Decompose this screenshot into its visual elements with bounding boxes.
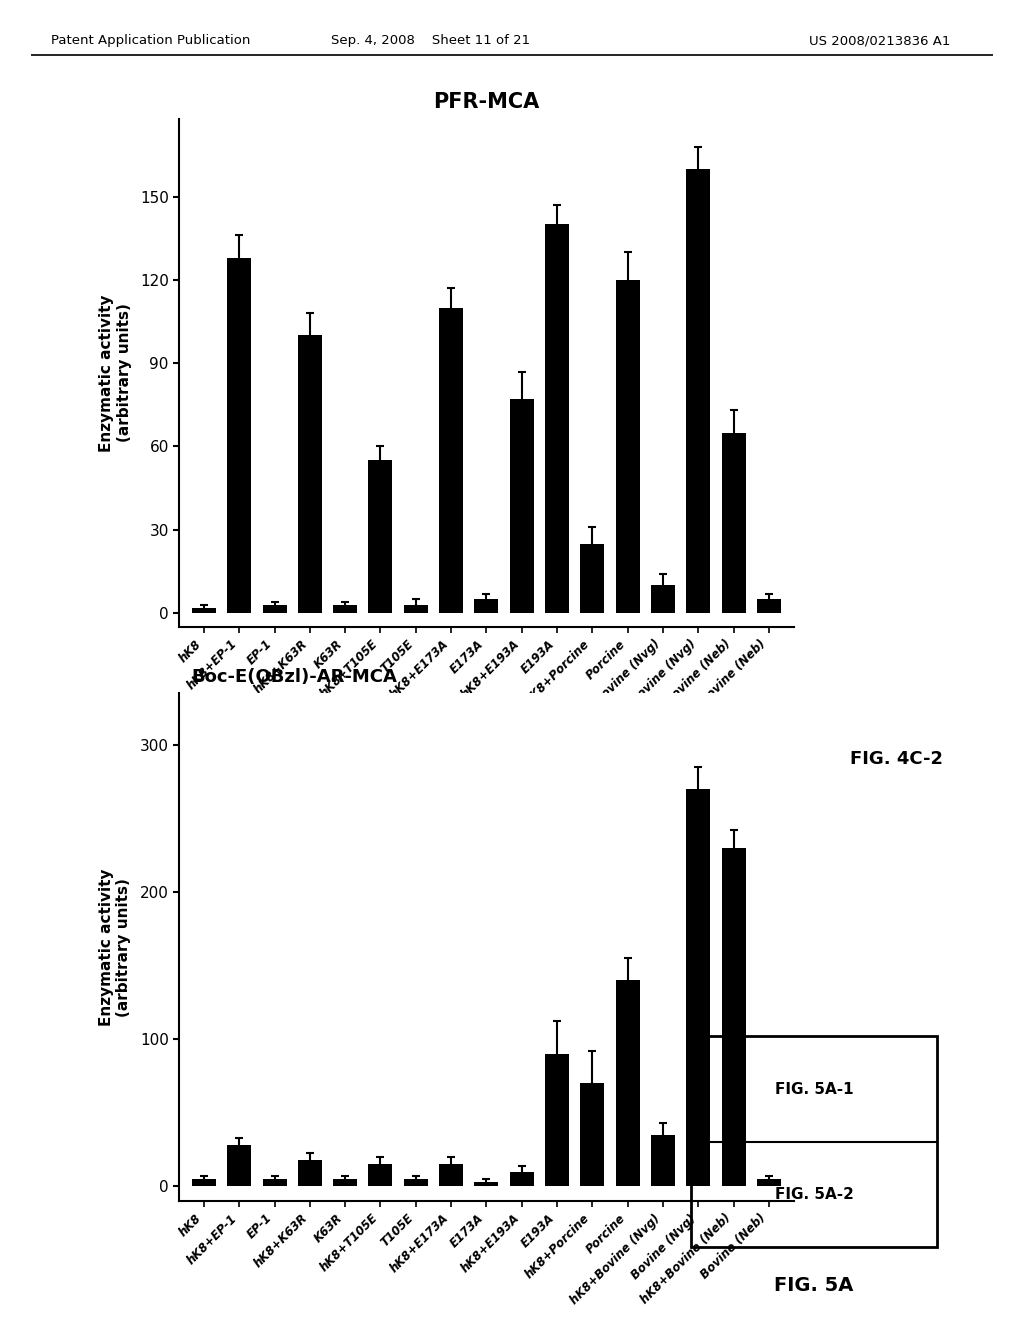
Bar <box>651 585 675 612</box>
Bar <box>191 1179 216 1187</box>
Title: PFR-MCA: PFR-MCA <box>433 91 540 112</box>
Text: Sep. 4, 2008    Sheet 11 of 21: Sep. 4, 2008 Sheet 11 of 21 <box>331 34 529 48</box>
Bar <box>722 433 745 612</box>
Y-axis label: Enzymatic activity
(arbitrary units): Enzymatic activity (arbitrary units) <box>99 294 131 451</box>
Bar <box>403 1179 428 1187</box>
Bar <box>298 335 322 612</box>
Bar <box>439 308 463 612</box>
Bar <box>686 789 711 1187</box>
Text: FIG. 5A-2: FIG. 5A-2 <box>774 1187 854 1203</box>
Bar <box>510 1172 534 1187</box>
Bar <box>403 605 428 612</box>
Bar <box>686 169 711 612</box>
Bar <box>262 605 287 612</box>
Bar <box>581 1084 604 1187</box>
Bar <box>474 599 499 612</box>
Bar <box>191 607 216 612</box>
Bar <box>615 280 640 612</box>
Bar <box>545 1053 569 1187</box>
Bar <box>227 257 251 612</box>
Bar <box>333 605 357 612</box>
Text: FIG. 5A: FIG. 5A <box>774 1276 854 1295</box>
Bar <box>369 1164 392 1187</box>
Bar <box>651 1135 675 1187</box>
Text: FIG. 5A-1: FIG. 5A-1 <box>775 1081 853 1097</box>
Bar <box>439 1164 463 1187</box>
Bar <box>757 599 781 612</box>
Bar <box>369 461 392 612</box>
Bar <box>262 1179 287 1187</box>
Text: Boc-E(OBzl)-AR-MCA: Boc-E(OBzl)-AR-MCA <box>191 668 397 686</box>
Bar <box>510 399 534 612</box>
Text: FIG. 4C-2: FIG. 4C-2 <box>850 750 943 768</box>
Bar <box>227 1146 251 1187</box>
Y-axis label: Enzymatic activity
(arbitrary units): Enzymatic activity (arbitrary units) <box>99 869 131 1026</box>
Bar <box>545 224 569 612</box>
Bar <box>757 1179 781 1187</box>
Bar <box>722 847 745 1187</box>
Bar <box>474 1181 499 1187</box>
Bar <box>333 1179 357 1187</box>
Bar <box>298 1160 322 1187</box>
Text: Patent Application Publication: Patent Application Publication <box>51 34 251 48</box>
Bar <box>581 544 604 612</box>
Bar <box>615 981 640 1187</box>
Text: US 2008/0213836 A1: US 2008/0213836 A1 <box>809 34 950 48</box>
